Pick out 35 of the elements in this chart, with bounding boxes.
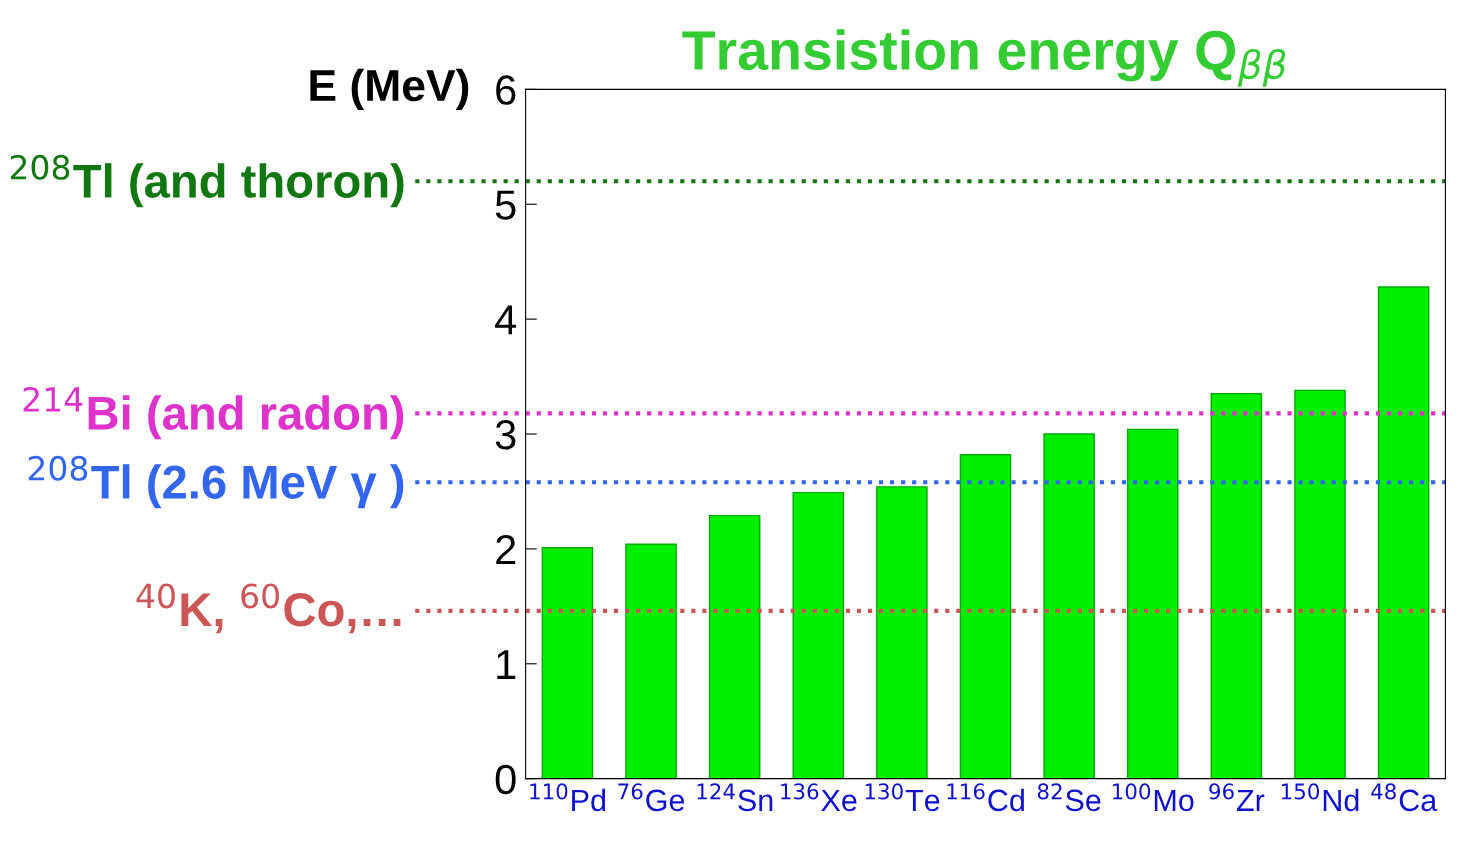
bar [541,547,594,779]
x-tick-label: $^{130}$Te [865,783,940,812]
x-tick-label: $^{116}$Cd [947,783,1024,812]
bar [876,486,928,779]
y-tick-label: 0 [495,764,516,795]
x-tick-label: $^{136}$Xe [781,783,857,812]
x-tick-label: $^{124}$Sn [697,783,773,812]
bar [1210,393,1263,779]
ref-line-label: $^{208}$Tl (and thoron) [10,154,404,208]
x-tick-label: $^{110}$Pd [530,783,606,812]
y-tick-label: 6 [496,75,516,105]
x-tick-label: $^{82}$Se [1037,783,1101,812]
chart-title: Transistion energy Q$_{ββ}$ [682,29,1286,87]
y-tick-label: 4 [495,305,517,335]
ref-line-label: $^{208}$Tl (2.6 MeV γ ) [28,455,404,509]
y-axis-title: E (MeV) [310,68,469,111]
bar [1294,389,1346,779]
y-tick-label: 1 [497,650,516,679]
y-tick-label: 2 [496,534,516,564]
ref-line-label: $^{214}$Bi (and radon) [23,386,404,440]
bar [1377,286,1430,779]
y-tick-label: 3 [495,420,516,450]
bar [1043,433,1095,779]
x-tick-label: $^{48}$Ca [1371,783,1438,812]
x-tick-label: $^{150}$Nd [1281,783,1359,812]
x-tick-label: $^{100}$Mo [1113,783,1194,812]
y-tick-label: 5 [495,190,516,220]
bar [792,491,845,779]
ref-line-label: $^{40}$K, $^{60}$Co,… [136,583,401,634]
x-tick-label: $^{76}$Ge [618,783,685,812]
x-tick-label: $^{96}$Zr [1209,783,1265,811]
bar [959,453,1012,779]
bar [708,514,761,779]
bar [625,543,677,779]
bar [1126,428,1179,779]
